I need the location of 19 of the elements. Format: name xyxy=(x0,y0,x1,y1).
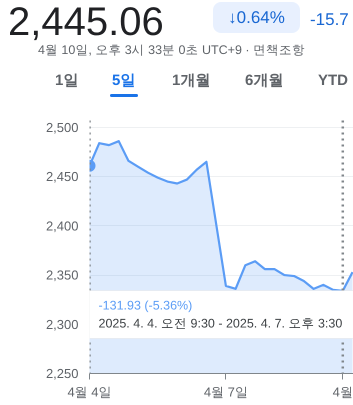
x-tick-label: 4월 xyxy=(332,384,353,400)
text: ↓0.64% xyxy=(213,2,300,33)
y-tick-label: 2,350 xyxy=(46,268,79,283)
annotation: -131.93 (-5.36%) xyxy=(98,298,192,312)
text: YTD xyxy=(318,71,348,91)
y-tick-label: 2,250 xyxy=(46,366,79,381)
x-tick-label: 4월 7일 xyxy=(204,384,248,400)
text: -15.7 xyxy=(310,9,349,31)
chart-subtitle: 4월 10일, 오후 3시 33분 0초 UTC+9 · 면책조항 xyxy=(38,42,306,59)
text: 1개월 xyxy=(172,71,210,91)
x-tick-label: 4월 4일 xyxy=(67,384,112,400)
text: 1일 xyxy=(55,71,78,91)
text: 5일 xyxy=(112,71,136,91)
y-tick-label: 2,400 xyxy=(46,218,79,234)
annotation: 2025. 4. 4. 오전 9:30 - 2025. 4. 7. 오후 3:30 xyxy=(98,316,342,330)
y-tick-label: 2,500 xyxy=(46,120,79,135)
y-tick-label: 2,450 xyxy=(46,169,79,184)
text: 6개월 xyxy=(245,71,284,91)
y-tick-label: 2,300 xyxy=(46,316,79,332)
